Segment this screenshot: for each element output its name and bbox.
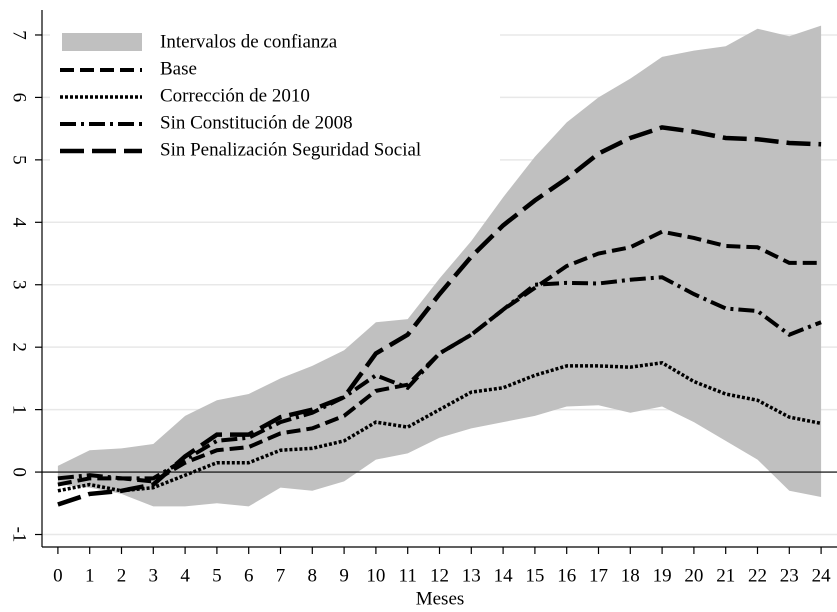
series-line [57, 229, 822, 487]
x-tick-label: 9 [339, 565, 349, 586]
x-tick-label: 19 [653, 565, 672, 586]
x-tick-label: 21 [716, 565, 735, 586]
legend-label: Base [160, 58, 197, 79]
x-tick-label: 8 [308, 565, 318, 586]
x-axis-label: Meses [416, 588, 465, 609]
x-tick-label: 14 [494, 565, 514, 586]
x-tick-label: 3 [149, 565, 159, 586]
x-tick-label: 13 [462, 565, 481, 586]
x-tick-label: 24 [812, 565, 832, 586]
x-tick-label: 15 [525, 565, 544, 586]
y-tick-label: 1 [9, 405, 30, 415]
x-tick-label: 6 [244, 565, 254, 586]
x-tick-label: 4 [180, 565, 190, 586]
y-tick-label: 0 [9, 467, 30, 477]
y-tick-label: 2 [9, 342, 30, 352]
y-tick-label: 3 [9, 280, 30, 290]
legend-swatch [62, 33, 142, 51]
legend-label: Sin Penalización Seguridad Social [160, 139, 421, 160]
y-tick-label: 7 [9, 30, 30, 40]
series-line [57, 125, 822, 507]
legend: Intervalos de confianza Base Corrección de… [50, 22, 500, 172]
x-tick-label: 23 [780, 565, 799, 586]
y-tick-label: 5 [9, 155, 30, 165]
y-tick-label: -1 [9, 527, 30, 543]
x-tick-label: 20 [684, 565, 703, 586]
x-tick-label: 17 [589, 565, 608, 586]
confidence-band [57, 25, 822, 507]
x-tick-label: 1 [85, 565, 95, 586]
x-tick-label: 11 [399, 565, 417, 586]
x-tick-label: 18 [621, 565, 640, 586]
y-tick-label: 6 [9, 93, 30, 103]
legend-label: Intervalos de confianza [160, 31, 338, 52]
legend-label: Sin Constitución de 2008 [160, 112, 353, 133]
x-tick-label: 2 [117, 565, 127, 586]
series-line [57, 360, 822, 493]
x-tick-label: 12 [430, 565, 449, 586]
x-tick-label: 7 [276, 565, 286, 586]
x-tick-label: 10 [366, 565, 385, 586]
x-tick-label: 16 [557, 565, 576, 586]
x-tick-label: 0 [53, 565, 63, 586]
series-line [57, 275, 822, 481]
legend-label: Corrección de 2010 [160, 85, 310, 106]
x-tick-label: 5 [212, 565, 222, 586]
x-tick-label: 22 [748, 565, 767, 586]
y-tick-label: 4 [9, 218, 30, 228]
